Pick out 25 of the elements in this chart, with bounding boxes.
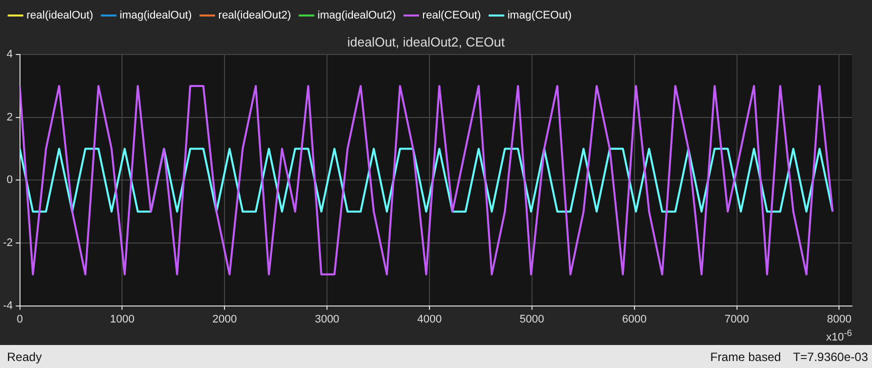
x-tick-label: 2000 xyxy=(212,313,237,326)
text: T=7.9360e-03 xyxy=(792,350,868,364)
x-tick-label: 0 xyxy=(16,313,23,326)
legend-label: real(idealOut) xyxy=(26,10,94,22)
y-tick-label: 2 xyxy=(6,111,13,124)
x-tick-label: 8000 xyxy=(826,313,852,326)
text: Ready xyxy=(7,350,42,364)
x-tick-label: 3000 xyxy=(314,313,340,326)
legend-label: imag(idealOut) xyxy=(120,10,192,22)
y-tick-label: 0 xyxy=(6,174,13,186)
legend-label: imag(idealOut2) xyxy=(318,10,396,22)
text: Frame based xyxy=(710,350,781,364)
x-tick-label: 7000 xyxy=(724,313,750,326)
x-axis-title: x10$^{-6}$ xyxy=(826,328,852,344)
chart-title: idealOut, idealOut2, CEOut xyxy=(347,34,506,50)
y-tick-label: -4 xyxy=(3,300,13,312)
y-tick-label: -2 xyxy=(3,237,13,250)
x-tick-label: 6000 xyxy=(622,313,647,326)
x-tick-label: 1000 xyxy=(110,313,134,326)
x-tick-label: 4000 xyxy=(417,313,442,326)
x-tick-label: 5000 xyxy=(520,313,544,326)
legend-label: real(CEOut) xyxy=(422,10,481,22)
legend-label: real(idealOut2) xyxy=(218,10,292,22)
y-tick-label: 4 xyxy=(6,48,13,61)
legend-label: imag(CEOut) xyxy=(507,10,572,22)
